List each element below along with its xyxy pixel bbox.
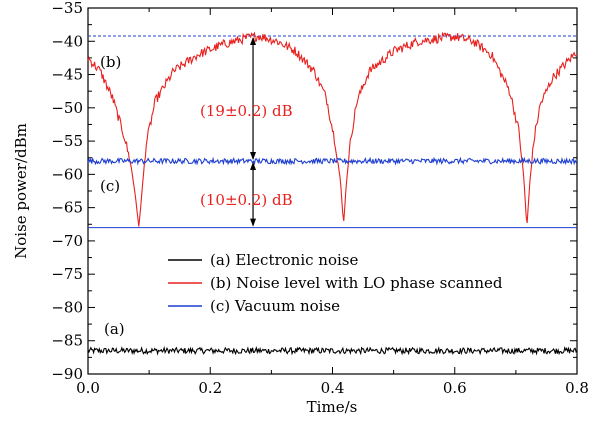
series-label-b: (b) — [100, 53, 121, 71]
legend-label-a: (a) Electronic noise — [210, 251, 358, 269]
y-tick-label: −50 — [51, 99, 83, 117]
series-electronic-noise — [87, 345, 578, 356]
x-axis-title: Time/s — [307, 398, 358, 416]
x-tick-label: 0.2 — [198, 379, 222, 397]
y-tick-label: −35 — [51, 0, 83, 17]
annotation-19db: (19±0.2) dB — [200, 102, 293, 120]
annotation-arrowhead-up — [250, 162, 257, 171]
y-tick-label: −75 — [51, 265, 83, 283]
y-tick-label: −45 — [51, 66, 83, 84]
x-tick-label: 0.4 — [321, 379, 345, 397]
y-tick-label: −65 — [51, 199, 83, 217]
y-tick-label: −70 — [51, 232, 83, 250]
plot-frame — [87, 7, 578, 375]
series-vacuum-noise — [87, 156, 578, 166]
y-tick-label: −80 — [51, 298, 83, 316]
series-label-c: (c) — [100, 177, 120, 195]
axis-ticks: 0.0 0.2 0.4 0.6 0.8 −35 −40 −45 −50 −55 −60 −65 −70 −… — [51, 0, 589, 397]
series-layer — [87, 31, 578, 356]
legend: (a) Electronic noise (b) Noise level wit… — [168, 251, 503, 315]
annotation-arrowhead-down — [250, 152, 257, 161]
y-axis-title: Noise power/dBm — [12, 123, 30, 259]
legend-label-b: (b) Noise level with LO phase scanned — [210, 274, 503, 292]
x-tick-label: 0.0 — [76, 379, 100, 397]
legend-label-c: (c) Vacuum noise — [210, 297, 340, 315]
x-tick-label: 0.8 — [565, 379, 589, 397]
y-tick-label: −40 — [51, 32, 83, 50]
series-lo-scanned-noise — [87, 31, 578, 227]
y-tick-label: −55 — [51, 132, 83, 150]
y-tick-label: −85 — [51, 332, 83, 350]
y-tick-label: −60 — [51, 165, 83, 183]
annotation-arrowhead-up — [250, 36, 257, 45]
annotation-layer — [250, 36, 257, 227]
x-tick-label: 0.6 — [443, 379, 467, 397]
y-tick-label: −90 — [51, 365, 83, 383]
annotation-10db: (10±0.2) dB — [200, 191, 293, 209]
annotation-arrowhead-down — [250, 218, 257, 227]
series-label-a: (a) — [104, 320, 125, 338]
